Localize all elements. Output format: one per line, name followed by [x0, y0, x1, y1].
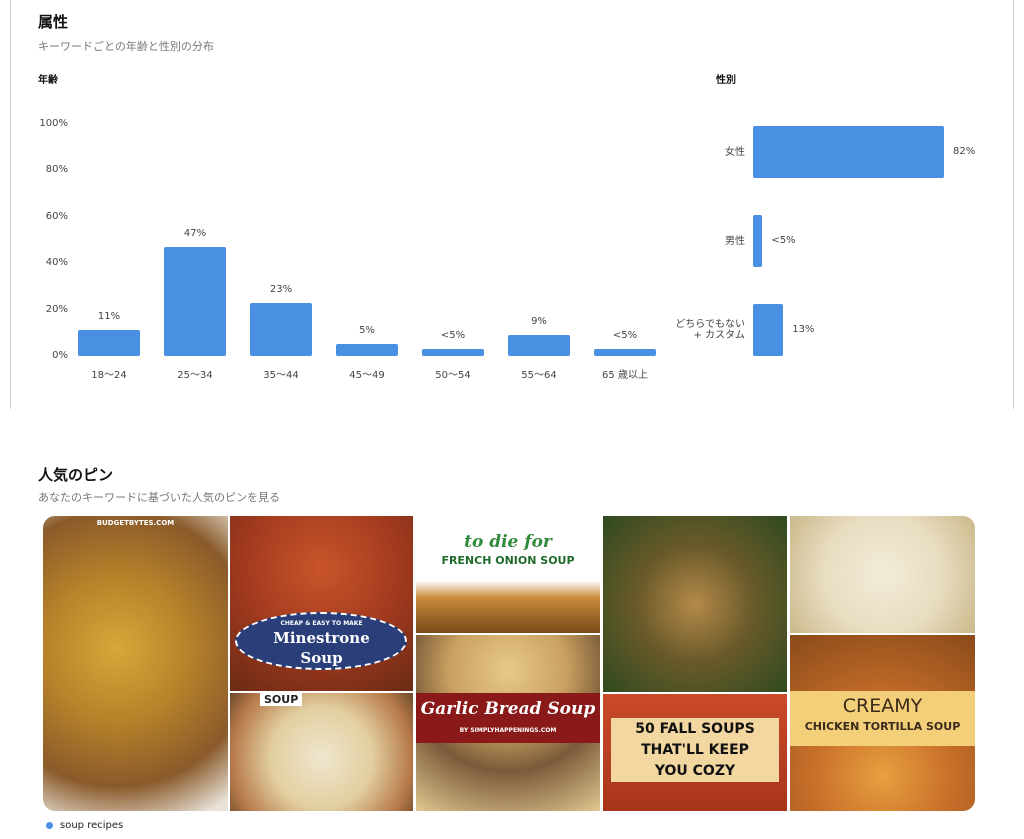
- pin-meatball-soup[interactable]: [603, 516, 787, 692]
- gender-bar: [753, 126, 945, 178]
- pin-title: CREAMY: [842, 695, 923, 717]
- gender-data-label: 82%: [953, 146, 976, 157]
- pin-tag: to die for: [464, 532, 552, 552]
- y-tick-label: 100%: [39, 118, 68, 129]
- age-label: 年齢: [38, 75, 58, 86]
- pin-chicken-stew[interactable]: BUDGETBYTES.COM: [43, 516, 228, 811]
- pin-title: FRENCH ONION SOUP: [441, 554, 575, 567]
- gender-category-label: どちらでもない + カスタム: [655, 319, 745, 341]
- age-bar: [594, 349, 656, 356]
- pin-grid: BUDGETBYTES.COM CHEAP & EASY TO MAKE Min…: [43, 516, 975, 811]
- age-data-label: 9%: [531, 316, 547, 328]
- gender-category-line: 男性: [725, 235, 745, 247]
- y-tick-label: 60%: [45, 210, 68, 222]
- gender-data-label: <5%: [771, 235, 796, 246]
- gender-bar: [753, 304, 784, 356]
- age-data-label: <5%: [440, 330, 466, 342]
- pin-title: Garlic Bread Soup: [420, 699, 596, 719]
- age-bar: [164, 246, 226, 356]
- age-data-label: <5%: [612, 330, 638, 342]
- age-category-label: 35〜44: [263, 370, 299, 381]
- age-data-label: 23%: [269, 283, 293, 295]
- gender-data-label: 13%: [792, 324, 815, 335]
- pin-minestrone[interactable]: CHEAP & EASY TO MAKE Minestrone Soup: [230, 516, 413, 691]
- age-category-label: 18〜24: [91, 370, 127, 381]
- pin-french-onion[interactable]: to die for FRENCH ONION SOUP: [416, 516, 600, 633]
- pin-tag: CHEAP & EASY TO MAKE: [280, 620, 363, 627]
- age-data-label: 5%: [359, 325, 375, 337]
- age-data-label: 47%: [183, 227, 207, 239]
- popular-pins-subtitle: あなたのキーワードに基づいた人気のピンを見る: [38, 491, 280, 504]
- pin-potato-soup[interactable]: SOUP: [230, 693, 413, 811]
- gender-category-label: 女性: [655, 147, 745, 158]
- age-bar: [336, 344, 398, 356]
- age-bar: [422, 349, 484, 356]
- pin-garlic-bread[interactable]: Garlic Bread Soup BY SIMPLYHAPPENINGS.CO…: [416, 635, 600, 811]
- gender-bar: [753, 215, 763, 267]
- gender-category-line: 女性: [725, 146, 745, 158]
- pin-fall-soups[interactable]: 50 FALL SOUPS THAT'LL KEEP YOU COZY: [603, 694, 787, 811]
- gender-category-line: + カスタム: [693, 330, 745, 341]
- age-data-label: 11%: [97, 311, 121, 323]
- y-tick-label: 20%: [45, 303, 68, 315]
- pin-title: Minestrone Soup: [273, 629, 370, 667]
- pin-title: 50 FALL SOUPS THAT'LL KEEP YOU COZY: [635, 721, 755, 779]
- gender-label: 性別: [716, 75, 736, 86]
- age-category-label: 50〜54: [435, 370, 471, 381]
- legend-dot-icon: [46, 822, 53, 829]
- age-bar: [78, 330, 140, 356]
- gender-category-label: 男性: [655, 236, 745, 247]
- age-bar: [508, 335, 570, 356]
- age-bar: [250, 302, 312, 356]
- y-tick-label: 0%: [52, 350, 68, 361]
- pin-watermark: BUDGETBYTES.COM: [96, 519, 175, 527]
- pin-label: SOUP: [260, 693, 303, 706]
- popular-pins-title: 人気のピン: [38, 466, 114, 484]
- gender-category-line: どちらでもない: [675, 319, 745, 330]
- age-category-label: 45〜49: [349, 370, 385, 381]
- attributes-card: [10, 0, 1014, 409]
- pin-subtitle: CHICKEN TORTILLA SOUP: [804, 720, 961, 733]
- y-tick-label: 80%: [45, 164, 68, 176]
- age-category-label: 65 歳以上: [602, 370, 648, 381]
- age-category-label: 25〜34: [177, 370, 213, 381]
- y-tick-label: 40%: [45, 257, 68, 269]
- pin-chicken-tortilla[interactable]: CREAMY CHICKEN TORTILLA SOUP: [790, 635, 975, 811]
- pin-chicken-orzo[interactable]: [790, 516, 975, 633]
- attributes-title: 属性: [38, 13, 69, 31]
- legend: soup recipes: [46, 820, 123, 831]
- legend-label: soup recipes: [60, 820, 124, 831]
- attributes-subtitle: キーワードごとの年齢と性別の分布: [38, 40, 214, 53]
- age-category-label: 55〜64: [521, 370, 557, 381]
- pin-credit: BY SIMPLYHAPPENINGS.COM: [459, 727, 557, 734]
